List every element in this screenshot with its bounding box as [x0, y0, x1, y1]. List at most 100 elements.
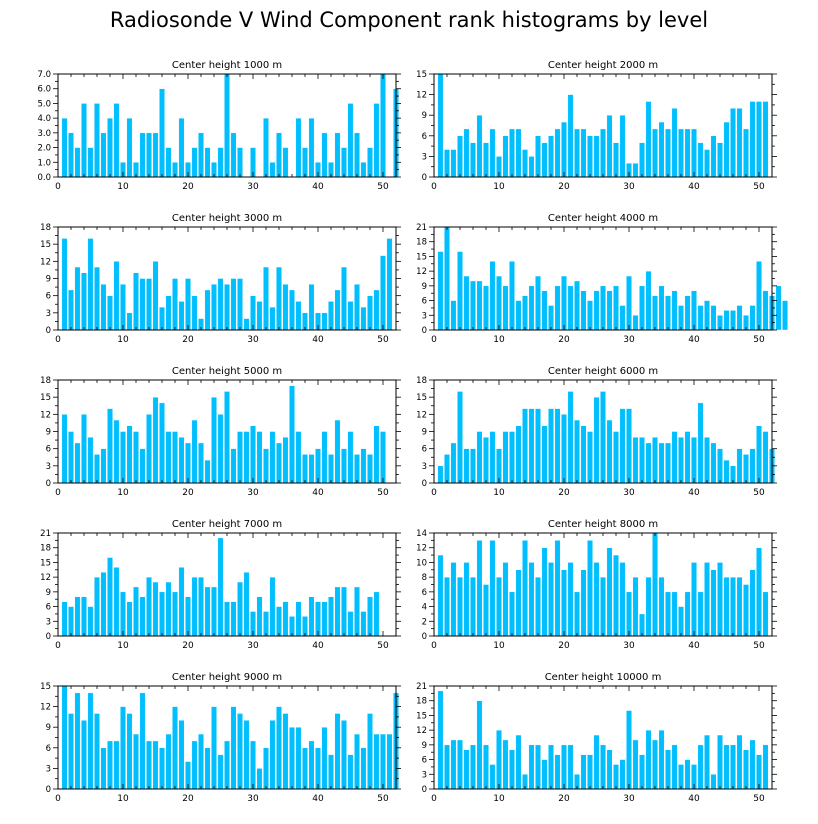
- bar: [580, 425, 587, 484]
- bar: [360, 747, 367, 790]
- x-tick-label: 40: [312, 488, 324, 498]
- bar: [528, 408, 535, 484]
- bar: [593, 562, 600, 637]
- x-tick-label: 0: [431, 182, 437, 192]
- y-tick-label: 0: [422, 173, 427, 183]
- bar: [548, 744, 554, 790]
- bar: [671, 431, 678, 484]
- bar: [723, 310, 730, 331]
- bar: [730, 744, 736, 790]
- y-tick-label: 3: [46, 462, 51, 472]
- bar: [81, 596, 87, 637]
- x-tick-label: 20: [182, 794, 194, 804]
- y-tick-label: 3.0: [37, 129, 51, 139]
- bar: [380, 431, 386, 484]
- bar: [665, 295, 671, 331]
- y-tick-label: 21: [416, 223, 427, 233]
- bar: [476, 114, 483, 178]
- bar: [276, 606, 282, 637]
- bar: [710, 442, 717, 484]
- bar: [444, 454, 450, 484]
- bar: [593, 290, 600, 331]
- bar: [191, 295, 198, 331]
- bar: [457, 576, 463, 637]
- bar: [74, 147, 81, 178]
- y-tick-label: 12: [416, 410, 427, 420]
- bar: [652, 532, 658, 637]
- bar: [237, 713, 243, 790]
- bar: [224, 284, 230, 331]
- bar: [321, 312, 328, 331]
- bar: [308, 117, 315, 178]
- bar: [126, 713, 133, 790]
- x-tick-label: 50: [377, 488, 389, 498]
- y-tick-label: 0: [422, 326, 427, 336]
- bar: [243, 720, 250, 790]
- bar: [697, 591, 704, 637]
- bar: [295, 431, 302, 484]
- bar: [328, 754, 334, 790]
- x-tick-label: 0: [55, 488, 61, 498]
- bar: [619, 114, 626, 178]
- y-tick-label: 18: [40, 223, 51, 233]
- bar: [671, 744, 678, 790]
- bar: [535, 135, 541, 178]
- y-tick-label: 6: [422, 297, 427, 307]
- bar: [243, 431, 250, 484]
- bar: [743, 454, 749, 484]
- bar: [204, 147, 211, 178]
- bar: [107, 295, 113, 331]
- bar: [645, 270, 652, 331]
- bar: [159, 306, 165, 331]
- bar: [567, 391, 574, 484]
- bar: [354, 284, 360, 331]
- bar: [470, 744, 476, 790]
- bar: [347, 431, 354, 484]
- bar: [437, 73, 444, 178]
- bar: [522, 295, 528, 331]
- bar: [204, 747, 211, 790]
- bar: [606, 419, 613, 484]
- bar: [710, 305, 717, 331]
- x-tick-label: 50: [753, 182, 765, 192]
- bar: [172, 431, 178, 484]
- x-tick-label: 10: [117, 182, 129, 192]
- bar: [684, 128, 691, 178]
- x-tick-label: 20: [182, 641, 194, 651]
- bar: [165, 581, 172, 637]
- bar: [567, 285, 574, 331]
- bar: [710, 774, 717, 790]
- bar: [606, 547, 613, 637]
- bar: [580, 128, 587, 178]
- bar: [282, 284, 289, 331]
- bar: [250, 740, 256, 790]
- bar: [354, 132, 360, 178]
- bar: [269, 431, 276, 484]
- bar: [496, 729, 502, 790]
- bar: [113, 740, 120, 790]
- y-tick-label: 18: [416, 238, 427, 248]
- bar: [450, 442, 457, 484]
- bar: [107, 408, 113, 484]
- bar: [146, 414, 152, 484]
- bar: [645, 101, 652, 178]
- bar: [178, 437, 185, 484]
- bar: [639, 285, 645, 331]
- bar: [736, 305, 743, 331]
- x-tick-label: 10: [117, 641, 129, 651]
- x-tick-label: 0: [431, 335, 437, 345]
- bar: [684, 759, 691, 790]
- bar: [107, 740, 113, 790]
- bar: [321, 601, 328, 637]
- bar: [321, 132, 328, 178]
- x-tick-label: 10: [117, 488, 129, 498]
- bar: [574, 419, 580, 484]
- y-tick-label: 0: [422, 785, 427, 795]
- bar: [282, 601, 289, 637]
- x-tick-label: 40: [312, 182, 324, 192]
- bar: [626, 710, 632, 790]
- y-tick-label: 4.0: [37, 114, 51, 124]
- bar: [450, 300, 457, 331]
- panel-2: Center height 2000 m 0 10 20 30 40 50 0 3 6 9 12 15: [416, 60, 777, 192]
- bar: [743, 128, 749, 178]
